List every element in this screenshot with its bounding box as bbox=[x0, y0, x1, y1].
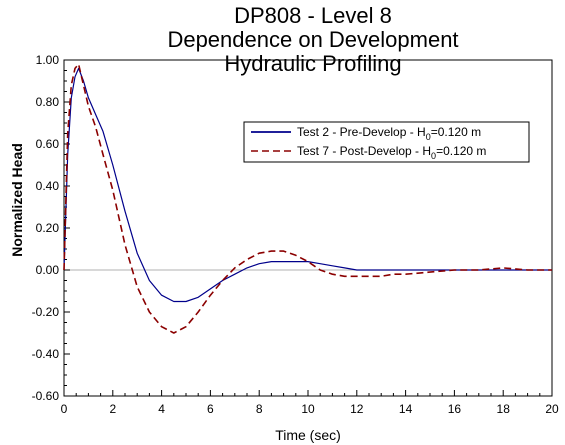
y-tick-label: -0.60 bbox=[32, 389, 60, 403]
x-tick-label: 14 bbox=[399, 402, 413, 416]
y-axis-ticks: -0.60 -0.40 -0.20 0.00 0.20 0.40 0.60 0.80 1.00 bbox=[32, 53, 70, 403]
y-tick-label: 1.00 bbox=[36, 53, 60, 67]
x-tick-label: 12 bbox=[350, 402, 364, 416]
x-axis-ticks: 0 2 4 6 8 10 12 14 16 18 20 bbox=[61, 390, 559, 416]
x-tick-label: 10 bbox=[301, 402, 315, 416]
y-tick-label: 0.20 bbox=[36, 221, 60, 235]
chart-title-line-1: DP808 - Level 8 bbox=[234, 3, 392, 28]
x-tick-label: 18 bbox=[497, 402, 511, 416]
legend-box bbox=[243, 121, 530, 163]
series-line-2 bbox=[63, 63, 552, 334]
y-axis-label: Normalized Head bbox=[9, 143, 25, 257]
x-tick-label: 8 bbox=[256, 402, 263, 416]
series-line-1 bbox=[63, 67, 552, 303]
x-tick-label: 16 bbox=[448, 402, 462, 416]
plot-frame bbox=[63, 59, 553, 397]
y-tick-label: 0.60 bbox=[36, 137, 60, 151]
series-layer bbox=[63, 63, 552, 334]
legend-label-series-2: Test 7 - Post-Develop - H0=0.120 m bbox=[297, 144, 486, 161]
x-tick-label: 4 bbox=[158, 402, 165, 416]
y-tick-label: 0.80 bbox=[36, 95, 60, 109]
y-tick-label: 0.40 bbox=[36, 179, 60, 193]
x-tick-label: 20 bbox=[545, 402, 559, 416]
y-tick-label: 0.00 bbox=[36, 263, 60, 277]
chart-title-line-3: Hydraulic Profiling bbox=[224, 51, 401, 76]
x-tick-label: 2 bbox=[109, 402, 116, 416]
x-axis-label: Time (sec) bbox=[275, 427, 341, 443]
x-tick-label: 0 bbox=[61, 402, 68, 416]
y-tick-label: -0.20 bbox=[32, 305, 60, 319]
x-tick-label: 6 bbox=[207, 402, 214, 416]
chart-title-line-2: Dependence on Development bbox=[167, 27, 458, 52]
legend: Test 2 - Pre-Develop - H0=0.120 m Test 7… bbox=[243, 121, 530, 163]
legend-label-series-1: Test 2 - Pre-Develop - H0=0.120 m bbox=[297, 125, 481, 142]
y-tick-label: -0.40 bbox=[32, 347, 60, 361]
